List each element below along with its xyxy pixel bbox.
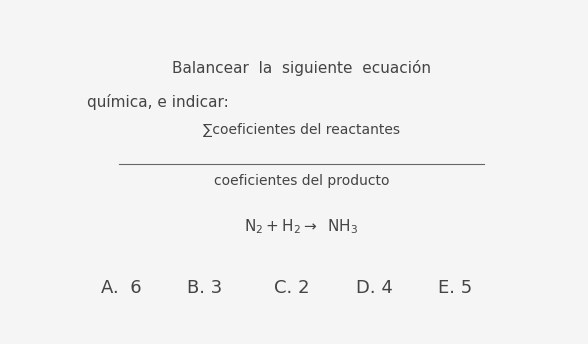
Text: E. 5: E. 5 <box>438 279 472 297</box>
Text: B. 3: B. 3 <box>188 279 223 297</box>
Text: A.  6: A. 6 <box>101 279 142 297</box>
Text: D. 4: D. 4 <box>356 279 393 297</box>
Text: coeficientes del producto: coeficientes del producto <box>213 174 389 188</box>
Text: Balancear  la  siguiente  ecuación: Balancear la siguiente ecuación <box>172 60 431 76</box>
Text: ∑coeficientes del reactantes: ∑coeficientes del reactantes <box>203 123 400 137</box>
Text: $\mathrm{N_2 + H_2 \rightarrow \;\; NH_3}$: $\mathrm{N_2 + H_2 \rightarrow \;\; NH_3… <box>244 217 359 236</box>
Text: C. 2: C. 2 <box>274 279 309 297</box>
Text: química, e indicar:: química, e indicar: <box>87 94 229 110</box>
